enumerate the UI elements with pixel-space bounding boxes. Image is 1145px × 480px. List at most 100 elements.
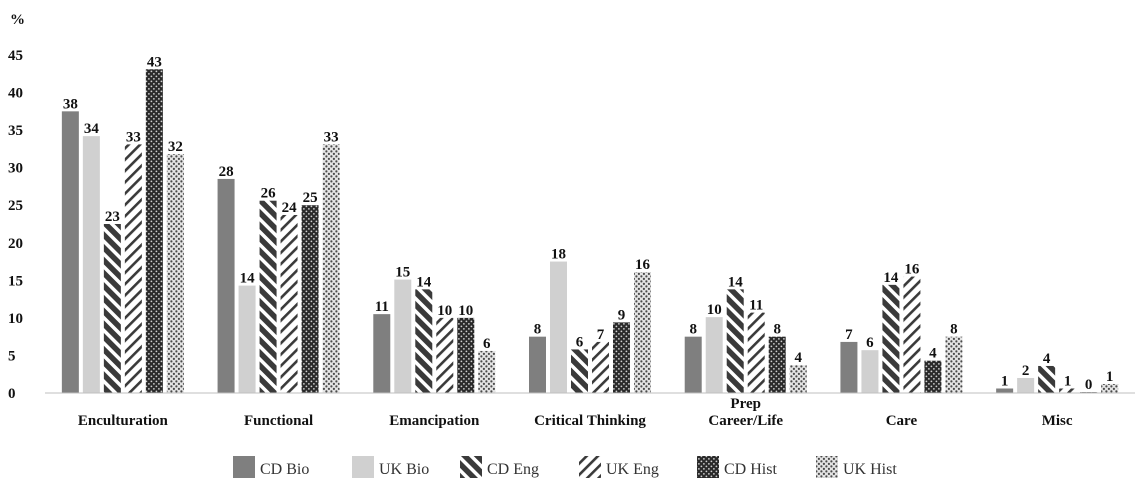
data-label: 32 — [168, 139, 183, 155]
data-label: 16 — [904, 262, 920, 278]
legend-swatch — [697, 456, 719, 478]
data-label: 33 — [324, 129, 339, 145]
category-label: Enculturation — [78, 413, 169, 429]
data-label: 10 — [437, 303, 452, 319]
data-label: 25 — [303, 190, 318, 206]
data-label: 7 — [845, 327, 853, 343]
category-label: Critical Thinking — [534, 413, 646, 429]
category-labels: Enculturation Functional Emancipation Criti… — [78, 396, 1073, 429]
data-label: 38 — [63, 96, 78, 112]
bar-uk-bio — [238, 285, 256, 393]
y-tick-label: 0 — [8, 386, 16, 402]
legend-swatch — [352, 456, 374, 478]
bar-uk-hist — [322, 144, 340, 393]
bar-uk-eng — [592, 341, 609, 393]
y-axis-ticks: 0 5 10 15 20 25 30 35 40 45 — [8, 48, 23, 402]
bar-uk-bio — [1017, 377, 1035, 393]
bar-cd-eng — [415, 289, 433, 393]
data-label: 0 — [1085, 377, 1093, 393]
y-tick-label: 30 — [8, 161, 23, 177]
data-label: 15 — [395, 265, 410, 281]
bar-cd-bio — [529, 336, 546, 393]
bar-uk-hist — [634, 272, 651, 393]
category-label: Emancipation — [389, 413, 480, 429]
data-label: 24 — [282, 200, 298, 216]
bar-cd-hist — [924, 360, 942, 393]
category-label: Misc — [1042, 413, 1073, 429]
y-tick-label: 20 — [8, 236, 23, 252]
data-label: 26 — [261, 186, 277, 202]
bar-cd-bio — [217, 178, 235, 393]
bar-uk-eng — [747, 312, 765, 393]
bar-uk-bio — [861, 350, 879, 393]
bar-cd-hist — [768, 336, 786, 393]
bar-cd-bio — [684, 336, 702, 393]
data-label: 10 — [707, 302, 722, 318]
data-label: 34 — [84, 121, 100, 137]
data-label: 8 — [534, 322, 542, 338]
bar-cd-eng — [1038, 365, 1056, 393]
data-label: 23 — [105, 209, 120, 225]
data-label: 6 — [576, 334, 584, 350]
legend-label: CD Bio — [260, 461, 309, 478]
bar-uk-hist — [478, 350, 496, 393]
legend-label: CD Hist — [724, 461, 777, 478]
data-label: 9 — [618, 307, 626, 323]
bar-uk-bio — [705, 317, 723, 393]
bar-cd-hist — [301, 205, 319, 393]
legend: CD Bio UK Bio CD Eng UK Eng CD Hist UK Hist — [233, 456, 897, 478]
data-label: 28 — [219, 164, 234, 180]
bar-cd-eng — [882, 284, 900, 393]
bar-uk-hist — [166, 154, 184, 393]
bar-cd-eng — [259, 200, 277, 393]
category-label: Functional — [244, 413, 313, 429]
legend-swatch — [816, 456, 838, 478]
data-label: 8 — [950, 322, 958, 338]
bar-uk-eng — [280, 214, 298, 393]
data-label: 1 — [1106, 369, 1114, 385]
data-label: 8 — [773, 322, 781, 338]
data-label: 43 — [147, 54, 162, 70]
data-label: 14 — [728, 274, 744, 290]
data-label: 14 — [416, 274, 432, 290]
bar-uk-bio — [550, 261, 567, 393]
data-label: 14 — [883, 270, 899, 286]
bar-uk-bio — [394, 279, 412, 393]
y-tick-label: 35 — [8, 123, 23, 139]
data-label: 1 — [1001, 373, 1009, 389]
legend-label: UK Hist — [843, 461, 897, 478]
data-label: 11 — [749, 298, 763, 314]
category-label: Prep — [730, 396, 761, 412]
data-label: 33 — [126, 129, 141, 145]
legend-swatch — [233, 456, 255, 478]
bar-uk-hist — [945, 336, 963, 393]
legend-swatch — [460, 456, 482, 478]
data-label: 11 — [375, 299, 389, 315]
data-label: 14 — [240, 271, 256, 287]
bar-cd-eng — [571, 349, 588, 393]
bar-uk-eng — [124, 144, 142, 393]
y-tick-label: 40 — [8, 86, 23, 102]
bar-cd-eng — [726, 289, 744, 393]
data-label: 4 — [1043, 351, 1051, 367]
bar-cd-hist — [145, 69, 163, 393]
bar-cd-bio — [996, 388, 1014, 393]
data-label: 6 — [866, 335, 874, 351]
bar-cd-bio — [61, 111, 79, 393]
data-label: 18 — [551, 247, 566, 263]
bars-group — [61, 69, 1119, 393]
bar-uk-eng — [903, 276, 921, 393]
legend-label: UK Eng — [606, 461, 659, 478]
y-tick-label: 15 — [8, 273, 23, 289]
y-tick-label: 25 — [8, 198, 23, 214]
bar-uk-hist — [1101, 383, 1119, 393]
bar-uk-eng — [1059, 388, 1077, 393]
y-axis-label: % — [10, 12, 25, 28]
bar-cd-hist — [457, 317, 475, 393]
bar-uk-eng — [436, 317, 454, 393]
data-label: 8 — [689, 322, 697, 338]
y-tick-label: 5 — [8, 348, 16, 364]
data-label: 16 — [635, 257, 651, 273]
category-label: Care — [886, 413, 918, 429]
